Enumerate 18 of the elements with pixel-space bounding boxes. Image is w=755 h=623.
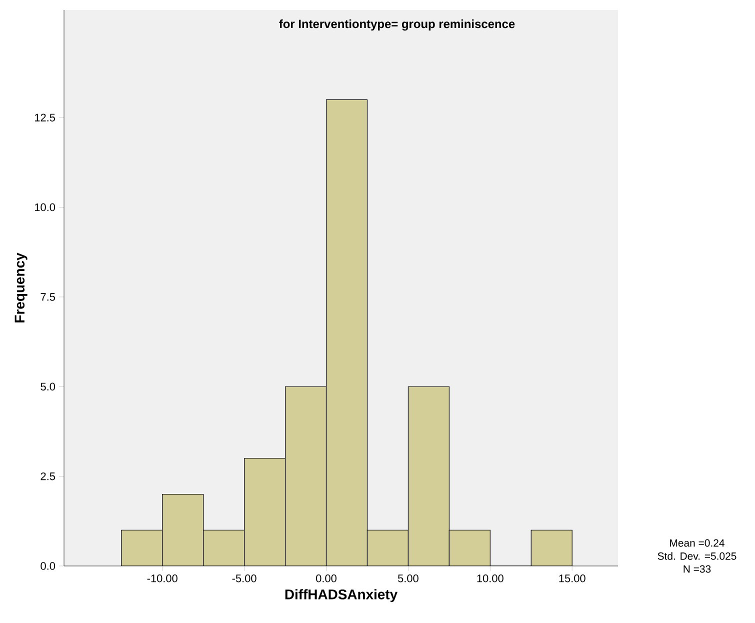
text: Mean =0.24 — [670, 539, 724, 547]
y-tick-label: 5.0 — [40, 382, 56, 391]
y-tick-label: 0.0 — [40, 562, 56, 570]
x-axis-title: DiffHADSAnxiety — [285, 589, 398, 602]
text: N =33 — [684, 565, 711, 573]
y-axis-title: Frequency — [14, 252, 28, 322]
x-tick-label: -5.00 — [232, 574, 256, 582]
text: Std. Dev. =5.025 — [658, 552, 736, 560]
y-tick-label: 7.5 — [40, 293, 56, 301]
x-tick-label: 5.00 — [398, 574, 418, 582]
x-tick-label: 10.00 — [477, 574, 504, 582]
y-tick-label: 12.5 — [34, 114, 56, 122]
y-tick-label: 10.0 — [34, 203, 56, 212]
text: for Interventiontype= group reminiscence — [279, 19, 515, 31]
x-tick-label: 0.00 — [316, 574, 336, 582]
x-tick-label: 15.00 — [559, 574, 586, 582]
y-tick-label: 2.5 — [40, 472, 56, 480]
x-tick-label: -10.00 — [147, 574, 178, 582]
